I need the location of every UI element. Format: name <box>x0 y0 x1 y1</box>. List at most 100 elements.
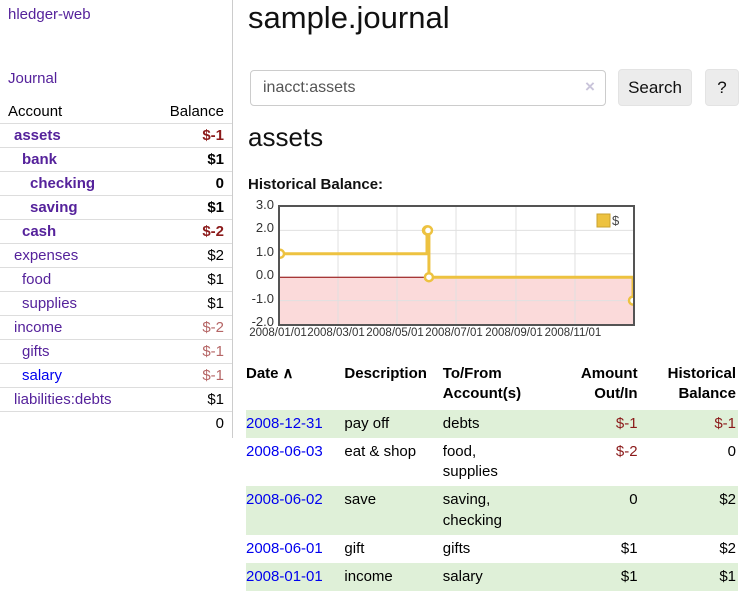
accounts-header-balance: Balance <box>146 100 232 124</box>
transaction-amount: $-2 <box>541 438 639 487</box>
accounts-total-value: 0 <box>146 412 232 436</box>
account-row: supplies $1 <box>0 292 232 316</box>
transaction-amount: 0 <box>541 486 639 535</box>
account-row: assets $-1 <box>0 124 232 148</box>
transaction-balance: 0 <box>640 438 738 487</box>
account-balance: $1 <box>146 196 232 220</box>
account-row: liabilities:debts $1 <box>0 388 232 412</box>
x-tick-label: 2008/09/01 <box>485 327 543 339</box>
transaction-accounts: saving, checking <box>443 486 541 535</box>
brand-link[interactable]: hledger-web <box>8 6 91 23</box>
register-header-date[interactable]: Date∧ <box>246 362 344 410</box>
sidebar: hledger-web Journal Account Balance asse… <box>0 0 233 438</box>
accounts-header-account: Account <box>0 100 146 124</box>
transaction-amount: $-1 <box>541 410 639 438</box>
transaction-description: income <box>344 563 442 591</box>
transaction-date-link[interactable]: 2008-06-03 <box>246 443 323 460</box>
x-tick-label: 2008/01/01 <box>249 327 307 339</box>
y-tick-label: 0.0 <box>248 267 274 282</box>
help-button[interactable]: ? <box>705 69 739 106</box>
account-link-income[interactable]: income <box>14 319 62 336</box>
account-row: bank $1 <box>0 148 232 172</box>
sort-asc-icon: ∧ <box>283 365 294 382</box>
account-balance: $1 <box>146 292 232 316</box>
page-title: sample.journal <box>248 0 450 36</box>
transaction-accounts: gifts <box>443 535 541 563</box>
transaction-balance: $2 <box>640 486 738 535</box>
svg-text:$: $ <box>612 213 620 228</box>
search-input[interactable] <box>250 70 606 106</box>
y-tick-label: 3.0 <box>248 197 274 212</box>
transaction-date-link[interactable]: 2008-01-01 <box>246 568 323 585</box>
account-link-food[interactable]: food <box>22 271 51 288</box>
account-link-salary[interactable]: salary <box>22 367 62 384</box>
account-link-bank[interactable]: bank <box>22 151 57 168</box>
account-link-liabilities-debts[interactable]: liabilities:debts <box>14 391 112 408</box>
account-balance: $1 <box>146 148 232 172</box>
account-balance: 0 <box>146 172 232 196</box>
clear-search-icon[interactable]: × <box>585 77 595 97</box>
account-row: salary $-1 <box>0 364 232 388</box>
transaction-description: save <box>344 486 442 535</box>
y-tick-label: 2.0 <box>248 220 274 235</box>
x-tick-label: 2008/03/01 <box>307 327 365 339</box>
transaction-accounts: salary <box>443 563 541 591</box>
register-header-description: Description <box>344 362 442 410</box>
account-row: income$-2 <box>0 316 232 340</box>
x-tick-label: 2008/05/01 <box>366 327 424 339</box>
account-row: cash $-2 <box>0 220 232 244</box>
transaction-description: gift <box>344 535 442 563</box>
transaction-balance: $2 <box>640 535 738 563</box>
account-row: gifts $-1 <box>0 340 232 364</box>
transaction-balance: $1 <box>640 563 738 591</box>
account-balance: $2 <box>146 244 232 268</box>
account-balance: $-1 <box>146 124 232 148</box>
transaction-amount: $1 <box>541 563 639 591</box>
transaction-date-link[interactable]: 2008-12-31 <box>246 415 323 432</box>
accounts-total-row: 0 <box>0 412 232 436</box>
account-link-assets[interactable]: assets <box>14 127 61 144</box>
search-button[interactable]: Search <box>618 69 692 106</box>
y-tick-label: -1.0 <box>248 291 274 306</box>
account-link-checking[interactable]: checking <box>30 175 95 192</box>
account-link-saving[interactable]: saving <box>30 199 78 216</box>
historical-balance-chart: $ <box>280 207 633 324</box>
account-row: expenses $2 <box>0 244 232 268</box>
transaction-description: eat & shop <box>344 438 442 487</box>
account-link-cash[interactable]: cash <box>22 223 56 240</box>
transaction-amount: $1 <box>541 535 639 563</box>
y-tick-label: 1.0 <box>248 244 274 259</box>
accounts-table: Account Balance assets $-1 bank $1 checking 0… <box>0 100 232 435</box>
account-balance: $-1 <box>146 340 232 364</box>
x-tick-label: 2008/11/01 <box>545 327 602 339</box>
account-row: saving $1 <box>0 196 232 220</box>
account-balance: $-2 <box>146 220 232 244</box>
transaction-balance: $-1 <box>640 410 738 438</box>
account-link-expenses[interactable]: expenses <box>14 247 78 264</box>
transaction-accounts: debts <box>443 410 541 438</box>
account-row: checking 0 <box>0 172 232 196</box>
account-balance: $-1 <box>146 364 232 388</box>
account-balance: $1 <box>146 268 232 292</box>
chart-title: Historical Balance: <box>248 176 383 193</box>
sidebar-item-journal[interactable]: Journal <box>8 70 57 87</box>
account-link-gifts[interactable]: gifts <box>22 343 50 360</box>
account-link-supplies[interactable]: supplies <box>22 295 77 312</box>
transaction-date-link[interactable]: 2008-06-01 <box>246 540 323 557</box>
account-row: food $1 <box>0 268 232 292</box>
account-balance: $1 <box>146 388 232 412</box>
account-heading: assets <box>248 122 323 153</box>
transaction-date-link[interactable]: 2008-06-02 <box>246 491 323 508</box>
x-tick-label: 2008/07/01 <box>425 327 483 339</box>
